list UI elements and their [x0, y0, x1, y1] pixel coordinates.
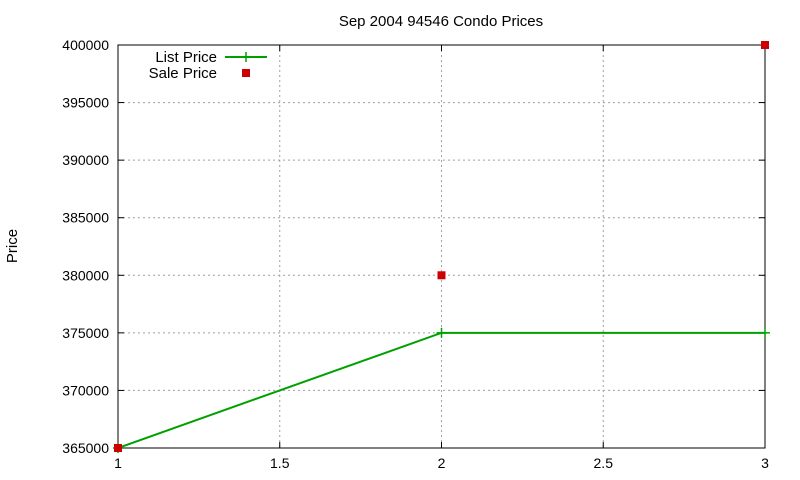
- y-tick-label: 385000: [62, 210, 109, 226]
- legend-marker-sale-price: [242, 69, 250, 77]
- y-axis-label: Price: [4, 229, 21, 263]
- x-tick-label: 3: [761, 455, 769, 471]
- y-tick-label: 380000: [62, 267, 109, 283]
- legend-marker-list-price: [241, 52, 251, 62]
- y-tick-label: 370000: [62, 382, 109, 398]
- axes: 1 1.5 2 2.5 3 365000 370000 375000 380000 385000 3…: [62, 37, 769, 471]
- y-tick-label: 375000: [62, 325, 109, 341]
- x-tick-label: 1: [114, 455, 122, 471]
- grid: [118, 45, 765, 448]
- x-tick-label: 1.5: [270, 455, 290, 471]
- list-price-point: [760, 327, 770, 338]
- series-sale-price: [114, 41, 769, 452]
- x-tick-label: 2.5: [594, 455, 614, 471]
- sale-price-point: [437, 271, 446, 280]
- y-tick-label: 400000: [62, 37, 109, 53]
- chart-title: Sep 2004 94546 Condo Prices: [339, 13, 543, 30]
- sale-price-point: [114, 444, 122, 452]
- y-tick-label: 365000: [62, 440, 109, 456]
- series: [113, 41, 770, 453]
- legend-label-sale-price: Sale Price: [149, 65, 217, 82]
- x-tick-label: 2: [438, 455, 446, 471]
- y-tick-label: 395000: [62, 95, 109, 111]
- list-price-point: [436, 327, 447, 338]
- legend-label-list-price: List Price: [155, 49, 217, 66]
- sale-price-point: [761, 41, 769, 49]
- y-tick-label: 390000: [62, 152, 109, 168]
